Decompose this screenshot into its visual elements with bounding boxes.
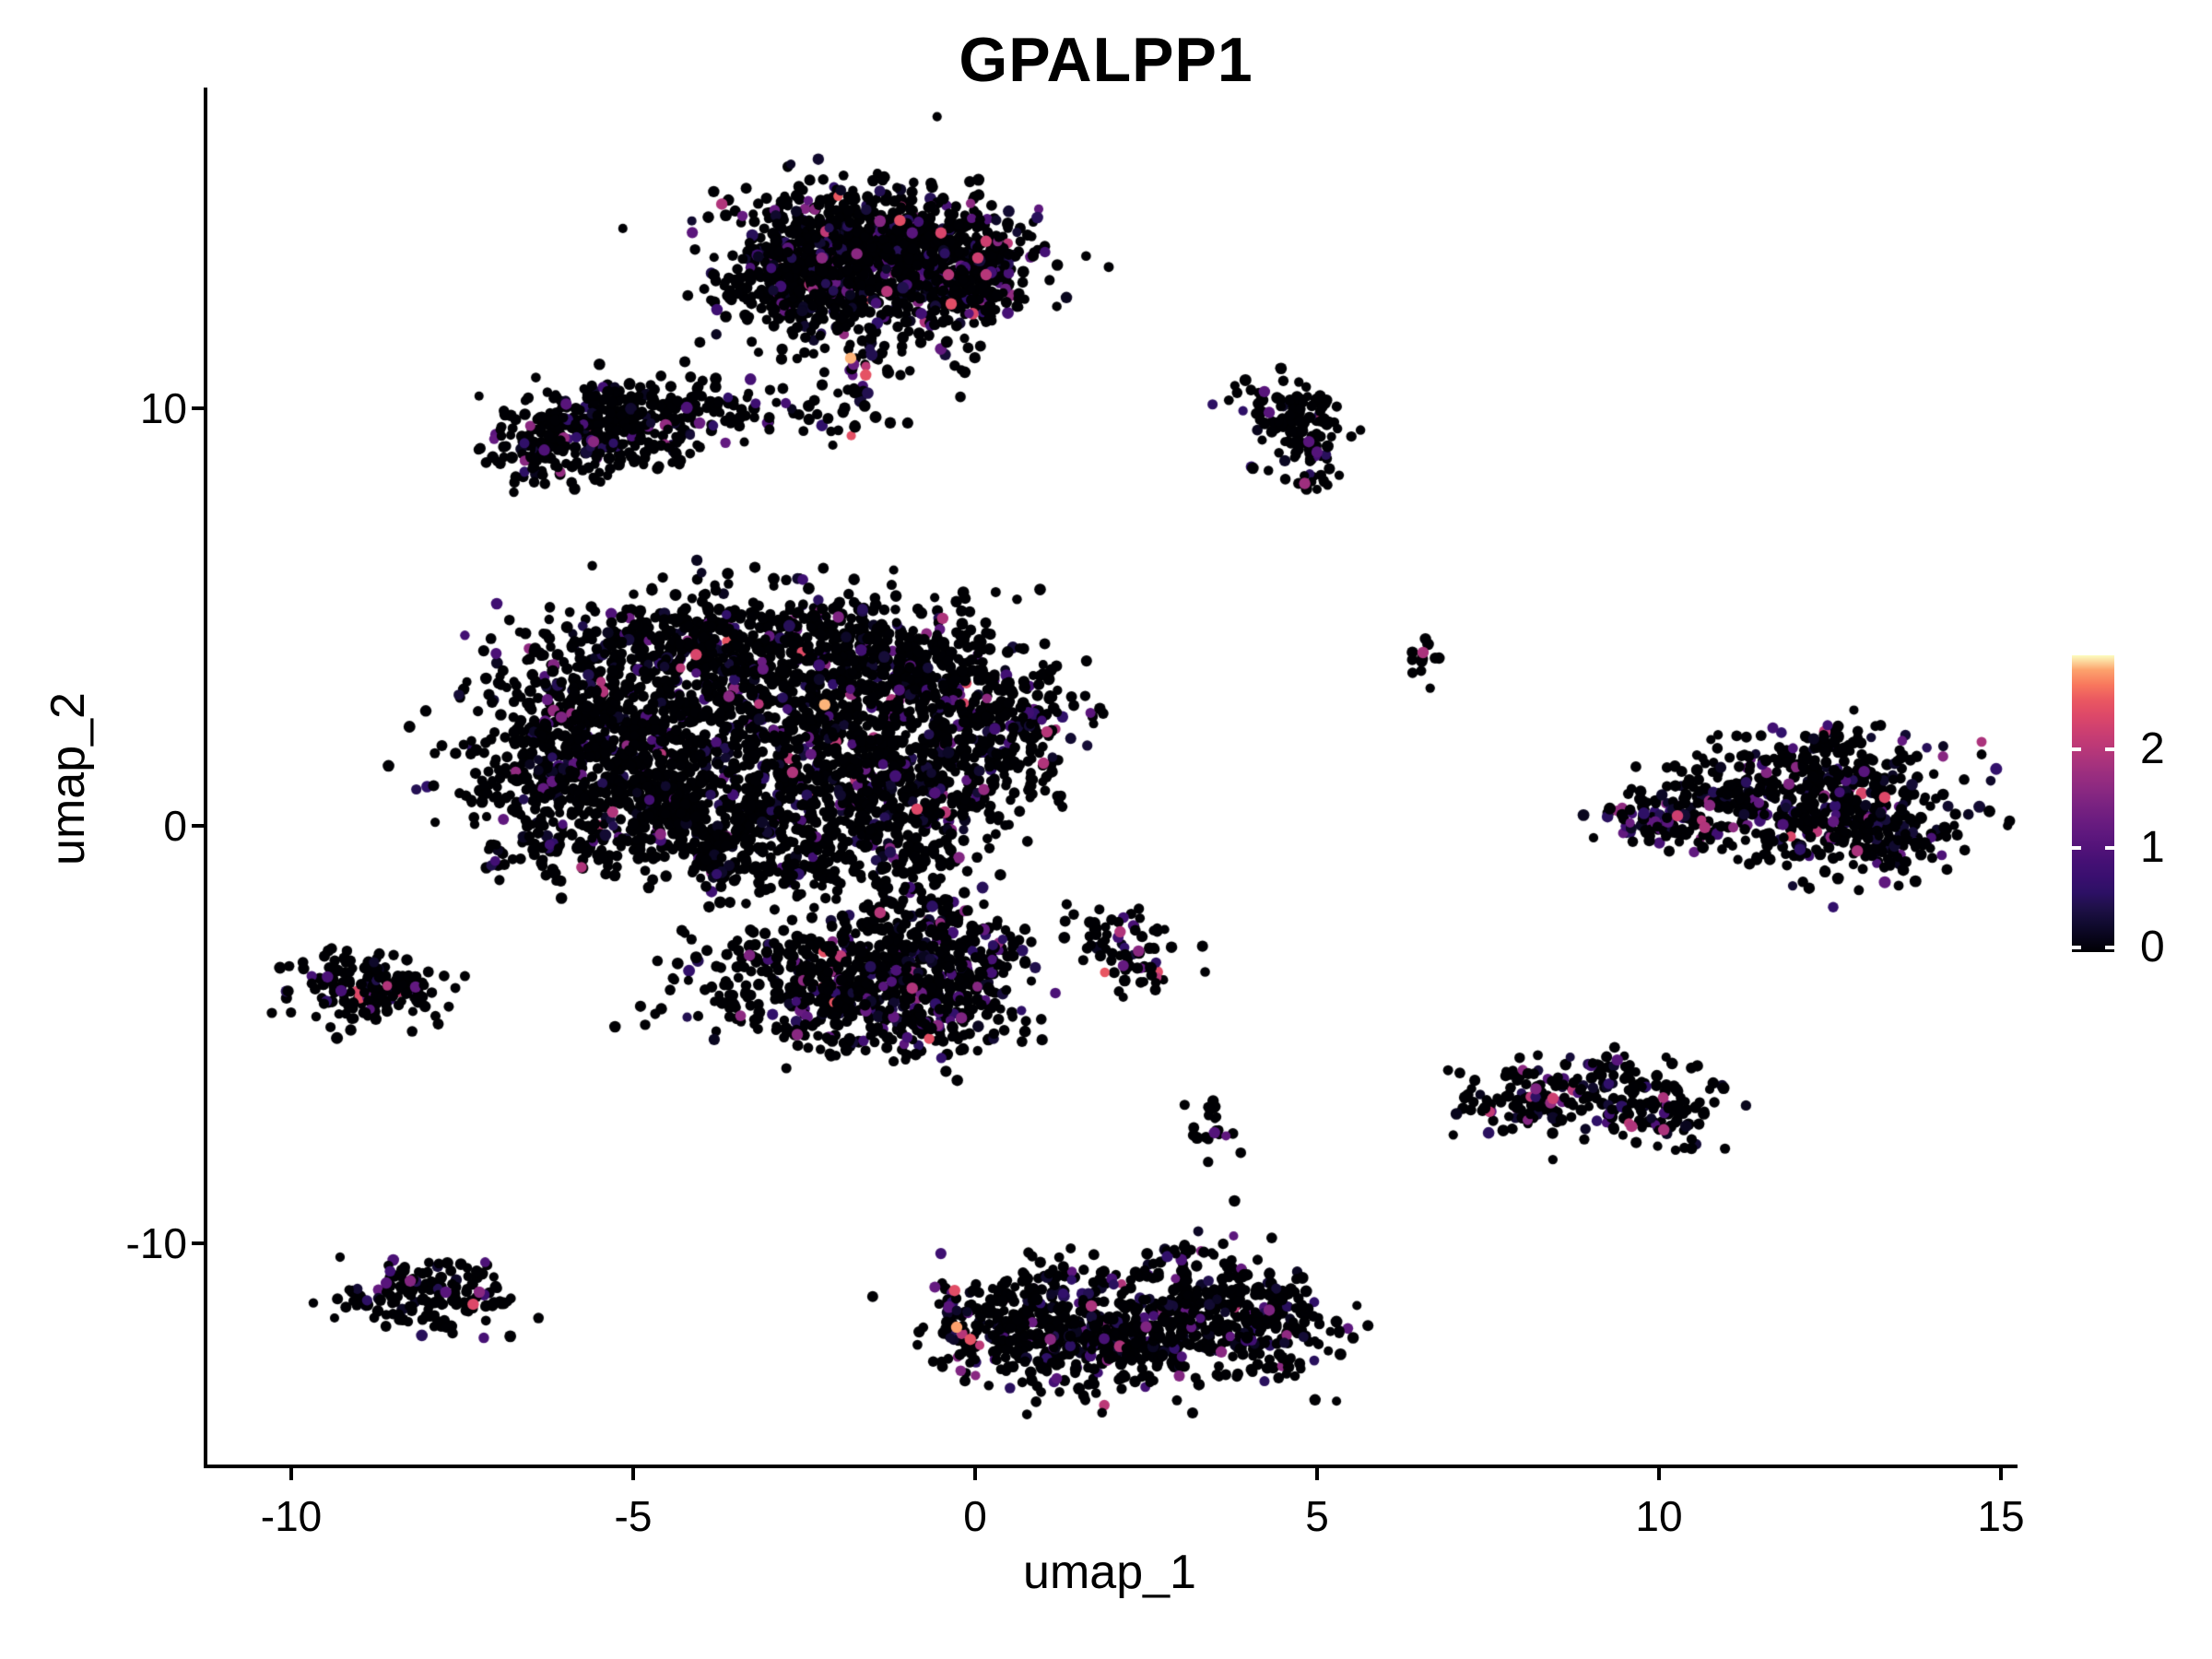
y-axis-title: umap_2 — [41, 692, 95, 865]
colorbar-tick-mark — [2105, 747, 2114, 751]
x-axis-tick-label: 5 — [1305, 1492, 1329, 1540]
x-axis-title: umap_1 — [1023, 1546, 1196, 1599]
x-axis-tick-label: 10 — [1635, 1492, 1683, 1540]
y-axis-tick-mark — [192, 406, 206, 410]
y-axis-tick-mark — [192, 824, 206, 828]
colorbar-tick-mark — [2105, 846, 2114, 851]
x-axis-tick-label: -10 — [260, 1492, 323, 1540]
expression-colorbar — [2072, 655, 2114, 952]
x-axis-tick-label: 15 — [1977, 1492, 2025, 1540]
x-axis-tick-mark — [1657, 1466, 1661, 1480]
x-axis-tick-mark — [631, 1466, 635, 1480]
x-axis-tick-label: -5 — [614, 1492, 653, 1540]
colorbar-tick-label: 1 — [2140, 823, 2165, 873]
y-axis-tick-label: 0 — [163, 802, 187, 850]
x-axis-tick-mark — [1315, 1466, 1319, 1480]
colorbar-tick-mark — [2072, 846, 2081, 851]
x-axis-tick-mark — [1999, 1466, 2003, 1480]
colorbar-tick-mark — [2072, 747, 2081, 751]
colorbar-tick-label: 2 — [2140, 724, 2165, 773]
colorbar-tick-mark — [2072, 945, 2081, 949]
y-axis-tick-label: -10 — [125, 1219, 187, 1267]
x-axis-tick-label: 0 — [963, 1492, 987, 1540]
x-axis-tick-mark — [289, 1466, 293, 1480]
x-axis-line — [204, 1465, 2018, 1468]
colorbar-tick-label: 0 — [2140, 922, 2165, 971]
colorbar-tick-mark — [2105, 945, 2114, 949]
y-axis-line — [204, 88, 207, 1468]
y-axis-tick-mark — [192, 1241, 206, 1245]
y-axis-tick-label: 10 — [139, 384, 187, 432]
x-axis-tick-mark — [973, 1466, 977, 1480]
